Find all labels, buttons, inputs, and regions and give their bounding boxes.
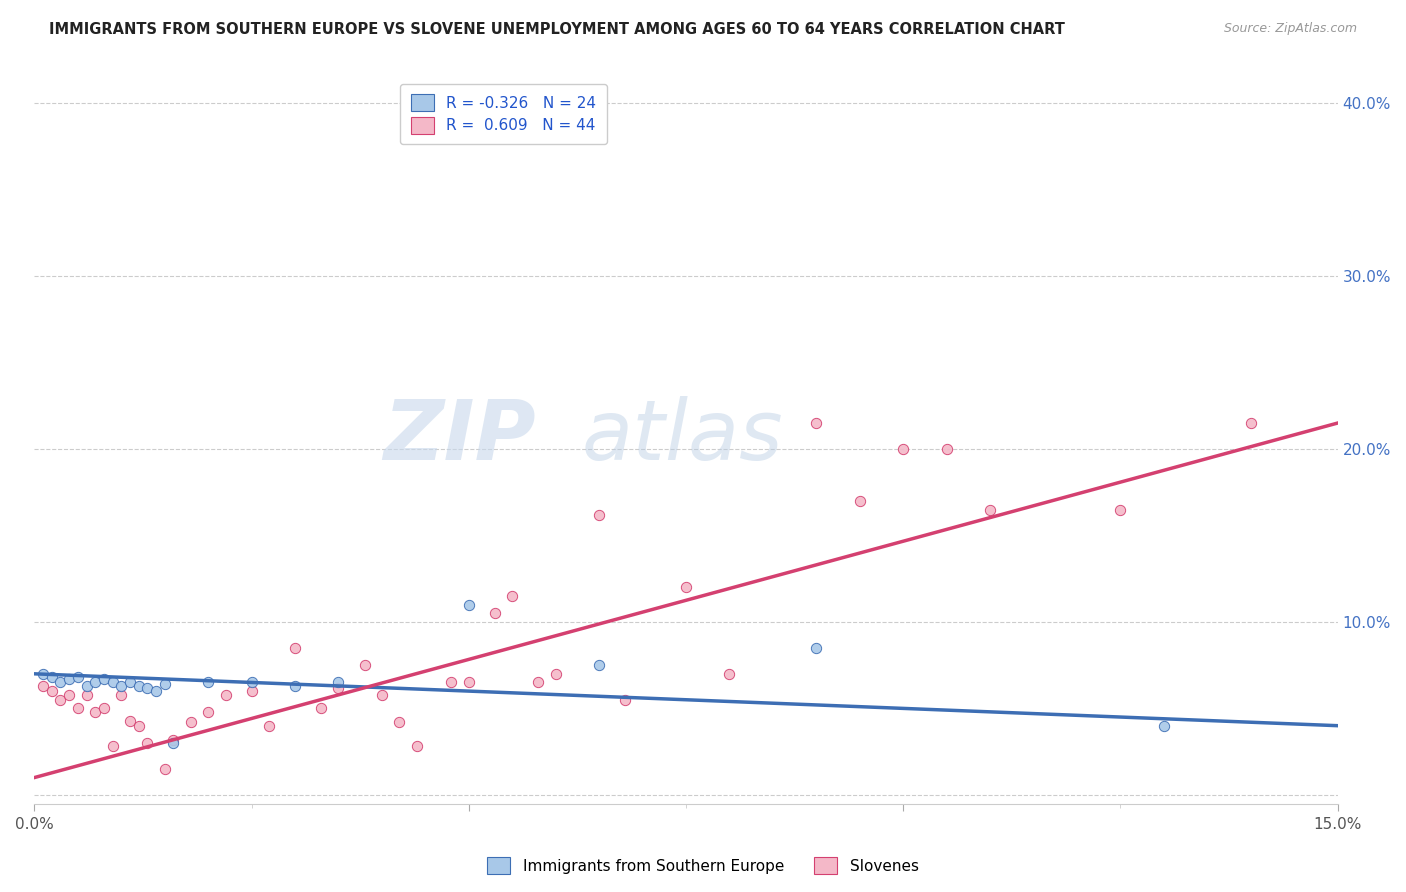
Legend: R = -0.326   N = 24, R =  0.609   N = 44: R = -0.326 N = 24, R = 0.609 N = 44 (401, 84, 607, 145)
Point (145, 684, 167, 698)
Point (41, 684, 63, 698)
Point (1109, 502, 1132, 516)
Point (588, 658, 610, 673)
Legend: Immigrants from Southern Europe, Slovenes: Immigrants from Southern Europe, Slovene… (481, 851, 925, 880)
Text: IMMIGRANTS FROM SOUTHERN EUROPE VS SLOVENE UNEMPLOYMENT AMONG AGES 60 TO 64 YEAR: IMMIGRANTS FROM SOUTHERN EUROPE VS SLOVE… (49, 22, 1066, 37)
Point (153, 762, 176, 776)
Point (32, 666, 55, 681)
Point (371, 688, 394, 702)
Point (41, 670, 63, 684)
Point (214, 688, 236, 702)
Point (66, 670, 89, 684)
Point (806, 416, 828, 430)
Point (128, 679, 150, 693)
Point (675, 580, 697, 594)
Point (501, 589, 523, 603)
Point (405, 739, 427, 754)
Point (935, 442, 957, 456)
Point (101, 675, 124, 690)
Point (1240, 416, 1263, 430)
Point (76, 679, 98, 693)
Point (457, 675, 479, 690)
Point (257, 719, 280, 733)
Point (162, 732, 184, 747)
Point (284, 640, 307, 655)
Point (979, 502, 1001, 516)
Point (544, 666, 567, 681)
Point (118, 714, 141, 728)
Point (457, 598, 479, 612)
Point (93, 701, 115, 715)
Point (66, 701, 89, 715)
Point (484, 607, 506, 621)
Point (440, 675, 463, 690)
Point (527, 675, 550, 690)
Point (328, 681, 350, 695)
Point (101, 739, 124, 754)
Point (84, 705, 107, 719)
Text: ZIP: ZIP (384, 395, 536, 476)
Point (284, 679, 307, 693)
Point (110, 688, 132, 702)
Point (58, 688, 80, 702)
Point (162, 736, 184, 750)
Point (806, 640, 828, 655)
Point (588, 508, 610, 522)
Point (118, 675, 141, 690)
Point (197, 705, 219, 719)
Point (136, 736, 159, 750)
Point (58, 672, 80, 686)
Point (240, 684, 263, 698)
Point (849, 494, 872, 508)
Point (718, 666, 741, 681)
Point (136, 681, 159, 695)
Point (32, 679, 55, 693)
Point (180, 715, 202, 730)
Text: Source: ZipAtlas.com: Source: ZipAtlas.com (1223, 22, 1357, 36)
Point (309, 701, 332, 715)
Point (84, 675, 107, 690)
Point (153, 677, 176, 691)
Point (388, 715, 411, 730)
Point (353, 658, 375, 673)
Point (240, 675, 263, 690)
Point (1153, 719, 1175, 733)
Point (128, 719, 150, 733)
Point (76, 688, 98, 702)
Point (93, 672, 115, 686)
Point (49, 692, 72, 706)
Text: atlas: atlas (582, 395, 783, 476)
Point (614, 692, 637, 706)
Point (328, 675, 350, 690)
Point (110, 679, 132, 693)
Point (49, 675, 72, 690)
Point (891, 442, 914, 456)
Point (197, 675, 219, 690)
